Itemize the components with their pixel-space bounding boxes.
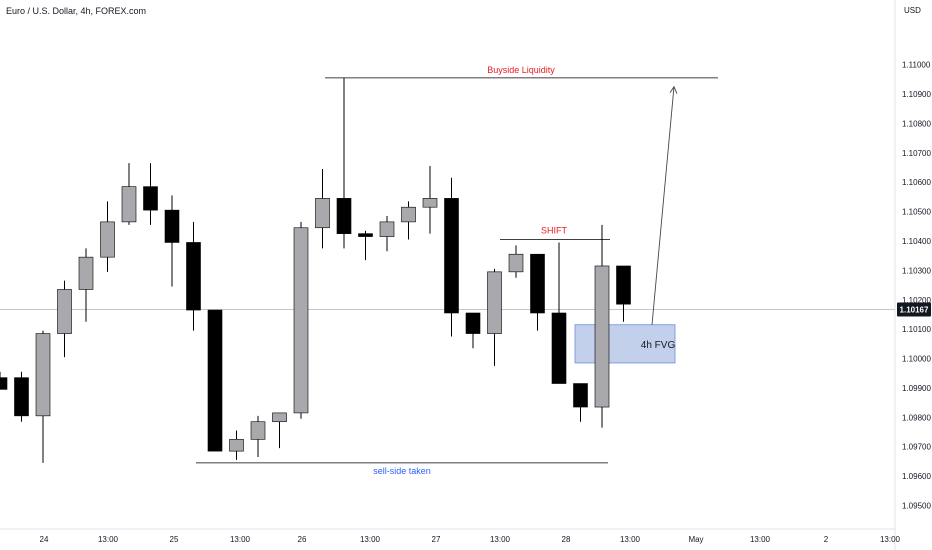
y-tick-label: 1.10300 bbox=[902, 266, 931, 275]
sellside-label: sell-side taken bbox=[373, 466, 431, 476]
y-tick-label: 1.10400 bbox=[902, 237, 931, 246]
x-tick-label: 13:00 bbox=[360, 535, 381, 544]
candle-body bbox=[401, 206, 416, 223]
candle-body bbox=[465, 312, 481, 334]
currency-label: USD bbox=[904, 6, 921, 15]
x-tick-label: 13:00 bbox=[750, 535, 771, 544]
y-tick-label: 1.09900 bbox=[902, 384, 931, 393]
shift-label: SHIFT bbox=[541, 226, 568, 236]
x-tick-label: May bbox=[688, 535, 703, 544]
projection-arrow bbox=[651, 86, 675, 325]
candle-body bbox=[315, 198, 330, 229]
candle-body bbox=[164, 209, 180, 243]
x-tick-label: 13:00 bbox=[98, 535, 119, 544]
candle-body bbox=[379, 221, 395, 237]
x-tick-label: 28 bbox=[562, 535, 571, 544]
y-tick-label: 1.10700 bbox=[902, 149, 931, 158]
y-tick-label: 1.10000 bbox=[902, 355, 931, 364]
candle-body bbox=[616, 265, 631, 305]
candle-body bbox=[444, 198, 459, 314]
candle-body bbox=[0, 377, 8, 390]
candle-body bbox=[207, 309, 223, 452]
x-tick-label: 13:00 bbox=[490, 535, 511, 544]
candle-body bbox=[336, 198, 352, 234]
x-tick-label: 27 bbox=[432, 535, 441, 544]
arrow-head bbox=[669, 85, 678, 94]
candle-body bbox=[14, 377, 29, 417]
candle-body bbox=[250, 421, 266, 440]
x-tick-label: 24 bbox=[40, 535, 49, 544]
chart-title: Euro / U.S. Dollar, 4h, FOREX.com bbox=[6, 6, 147, 16]
candle-body bbox=[530, 253, 545, 314]
fvg-label: 4h FVG bbox=[641, 340, 676, 351]
price-tag-label: 1.10167 bbox=[900, 305, 929, 314]
y-tick-label: 1.09800 bbox=[902, 413, 931, 422]
x-tick-label: 13:00 bbox=[620, 535, 641, 544]
x-tick-label: 13:00 bbox=[880, 535, 901, 544]
x-tick-label: 13:00 bbox=[230, 535, 251, 544]
candle-body bbox=[229, 439, 244, 452]
candle-body bbox=[78, 256, 94, 290]
y-tick-label: 1.10500 bbox=[902, 208, 931, 217]
y-tick-label: 1.10900 bbox=[902, 90, 931, 99]
candle-body bbox=[272, 412, 287, 423]
candle-body bbox=[100, 221, 115, 258]
candle-body bbox=[186, 242, 201, 311]
buyside-label: Buyside Liquidity bbox=[487, 65, 555, 75]
y-tick-label: 1.10600 bbox=[902, 178, 931, 187]
candle-body bbox=[121, 186, 137, 223]
y-tick-label: 1.10100 bbox=[902, 325, 931, 334]
candle-body bbox=[143, 186, 158, 211]
fvg-zone bbox=[574, 324, 676, 364]
y-tick-label: 1.10800 bbox=[902, 119, 931, 128]
candle-body bbox=[293, 227, 309, 414]
candle-body bbox=[57, 289, 72, 334]
candle-body bbox=[487, 271, 502, 334]
x-tick-label: 2 bbox=[824, 535, 829, 544]
price-tag-box bbox=[897, 302, 931, 317]
candle-body bbox=[35, 333, 51, 417]
y-tick-label: 1.10200 bbox=[902, 296, 931, 305]
y-tick-label: 1.09600 bbox=[902, 472, 931, 481]
x-tick-label: 26 bbox=[298, 535, 307, 544]
candle-body bbox=[551, 312, 567, 384]
y-tick-label: 1.09700 bbox=[902, 443, 931, 452]
x-tick-label: 25 bbox=[170, 535, 179, 544]
y-tick-label: 1.11000 bbox=[902, 61, 931, 70]
candle-body bbox=[358, 233, 373, 237]
candle-body bbox=[508, 253, 524, 273]
candle-body bbox=[573, 383, 588, 408]
candle-body bbox=[594, 265, 610, 408]
candle-body bbox=[422, 198, 438, 208]
y-tick-label: 1.09500 bbox=[902, 501, 931, 510]
